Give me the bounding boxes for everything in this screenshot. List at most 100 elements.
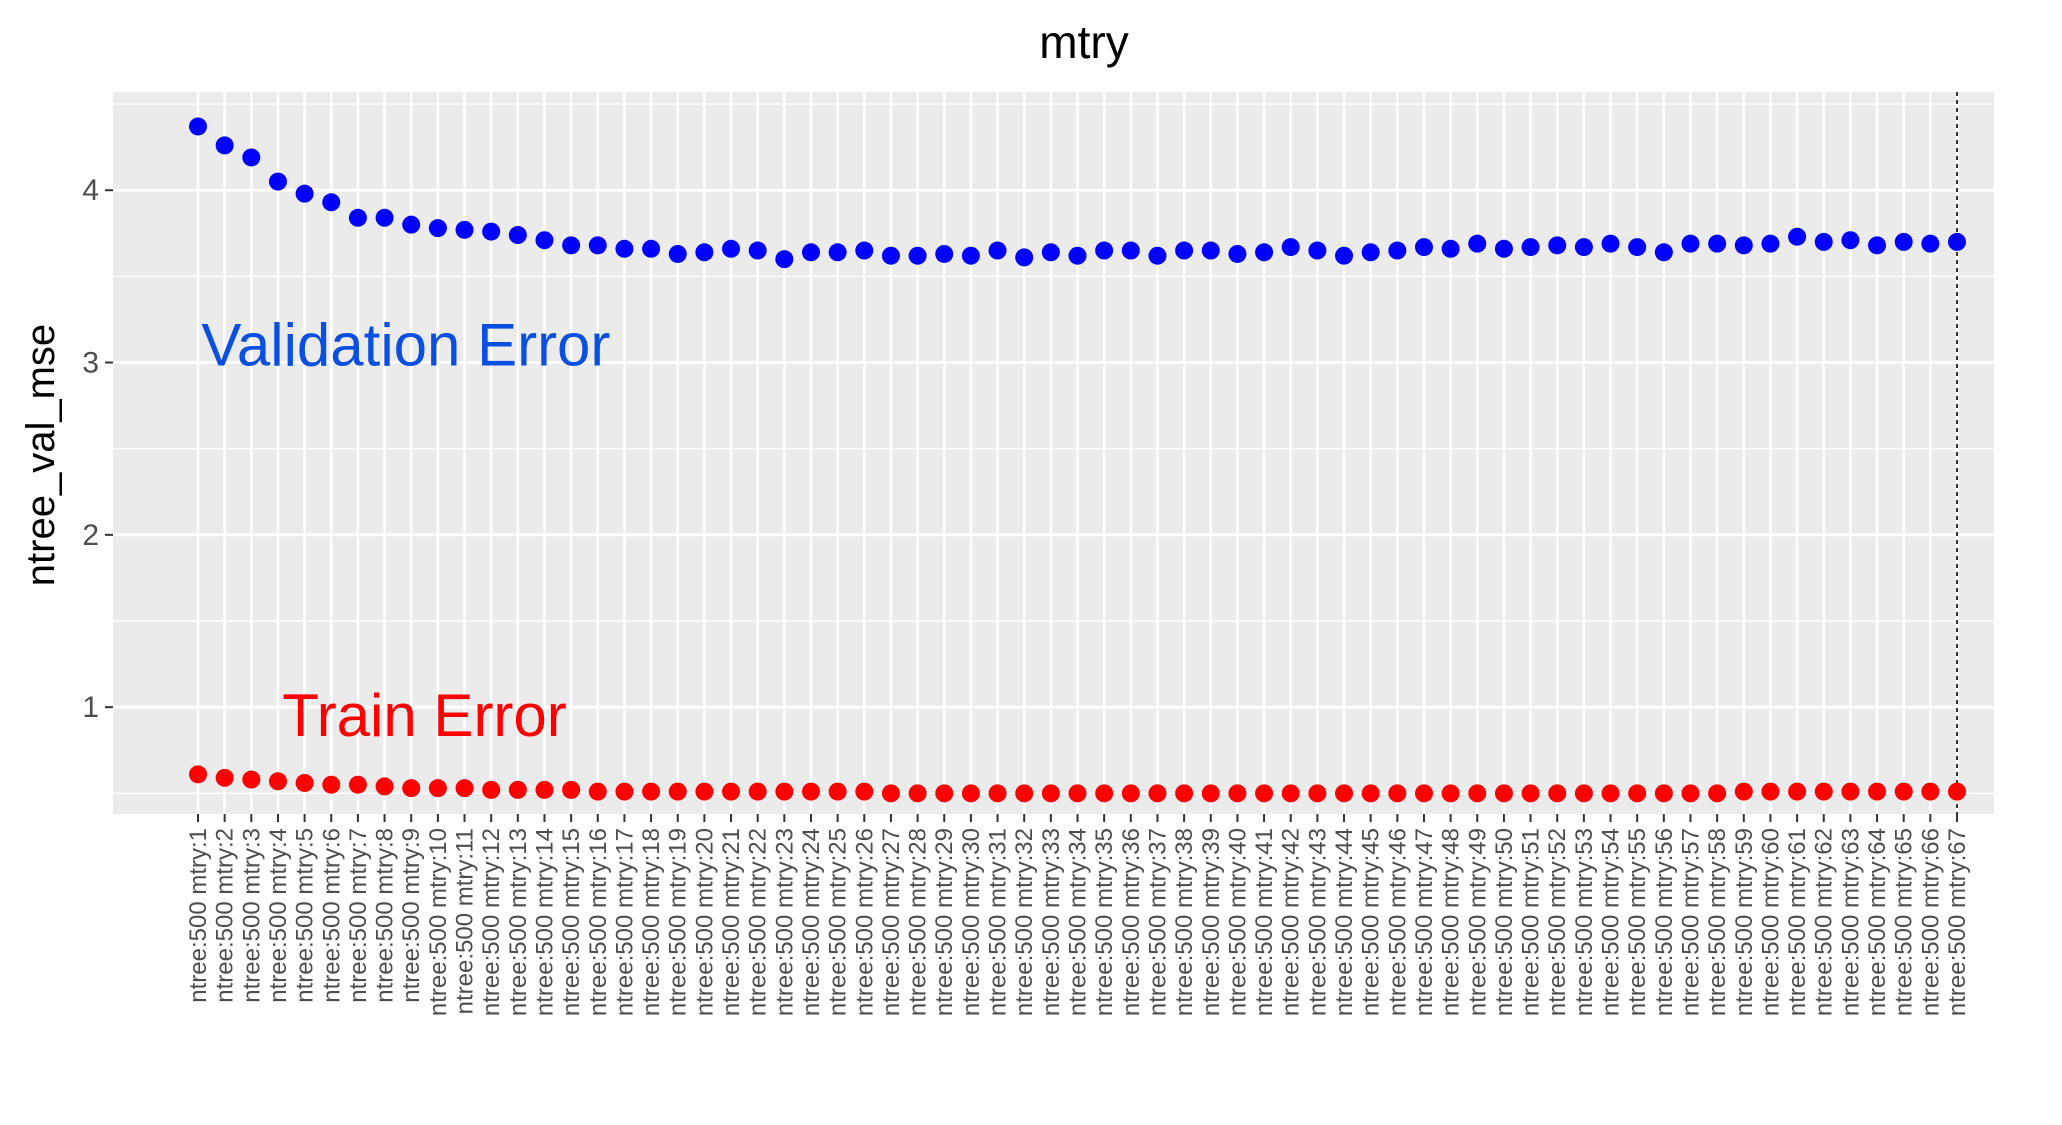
data-point (242, 770, 261, 789)
x-tick-label: ntree:500 mtry:46 (1384, 828, 1411, 1016)
x-tick-label: ntree:500 mtry:16 (585, 828, 612, 1016)
data-point (828, 782, 847, 801)
data-point (1788, 227, 1807, 246)
x-tick-label: ntree:500 mtry:47 (1411, 828, 1438, 1016)
data-point (1308, 241, 1327, 260)
data-point (1654, 243, 1673, 262)
data-point (1228, 784, 1247, 803)
x-tick-label: ntree:500 mtry:35 (1091, 828, 1118, 1016)
data-point (1095, 241, 1114, 260)
x-tick-label: ntree:500 mtry:18 (638, 828, 665, 1016)
data-point (828, 243, 847, 262)
x-tick-label: ntree:500 mtry:34 (1065, 828, 1092, 1016)
x-tick-label: ntree:500 mtry:37 (1144, 828, 1171, 1016)
data-point (348, 208, 367, 227)
x-tick-label: ntree:500 mtry:1 (185, 828, 212, 1003)
data-point (961, 784, 980, 803)
x-tick-label: ntree:500 mtry:4 (265, 828, 292, 1003)
data-point (1201, 241, 1220, 260)
data-point (1148, 784, 1167, 803)
data-point (1468, 784, 1487, 803)
data-point (1441, 239, 1460, 258)
data-point (988, 784, 1007, 803)
data-point (1335, 784, 1354, 803)
x-tick-label: ntree:500 mtry:8 (372, 828, 399, 1003)
data-point (1814, 232, 1833, 251)
data-point (1175, 784, 1194, 803)
data-point (1548, 236, 1567, 255)
x-tick-label: ntree:500 mtry:23 (771, 828, 798, 1016)
data-point (1868, 782, 1887, 801)
data-point (1734, 236, 1753, 255)
x-tick-label: ntree:500 mtry:64 (1864, 828, 1891, 1016)
x-tick-label: ntree:500 mtry:52 (1544, 828, 1571, 1016)
x-tick-label: ntree:500 mtry:45 (1358, 828, 1385, 1016)
x-tick-label: ntree:500 mtry:7 (345, 828, 372, 1003)
x-tick-label: ntree:500 mtry:41 (1251, 828, 1278, 1016)
data-point (268, 172, 287, 191)
data-point (1948, 232, 1966, 251)
data-point (801, 782, 820, 801)
data-point (1574, 238, 1593, 257)
data-point (348, 775, 367, 794)
data-point (1414, 784, 1433, 803)
x-tick-label: ntree:500 mtry:61 (1784, 828, 1811, 1016)
data-point (722, 239, 741, 258)
data-point (1308, 784, 1327, 803)
data-point (1521, 784, 1540, 803)
data-point (801, 243, 820, 262)
data-point (961, 246, 980, 265)
data-point (535, 231, 554, 250)
data-point (322, 193, 341, 212)
x-tick-label: ntree:500 mtry:6 (318, 828, 345, 1003)
data-point (1175, 241, 1194, 260)
data-point (375, 208, 394, 227)
series-layer (189, 117, 1966, 803)
x-tick-label: ntree:500 mtry:33 (1038, 828, 1065, 1016)
data-point (1281, 238, 1300, 257)
data-point (455, 220, 474, 239)
x-tick-label: ntree:500 mtry:28 (905, 828, 932, 1016)
x-tick-label: ntree:500 mtry:31 (985, 828, 1012, 1016)
x-tick-label: ntree:500 mtry:27 (878, 828, 905, 1016)
x-tick-label: ntree:500 mtry:9 (398, 828, 425, 1003)
chart-title: mtry (1039, 16, 1128, 68)
x-tick-label: ntree:500 mtry:43 (1304, 828, 1331, 1016)
x-tick-label: ntree:500 mtry:53 (1571, 828, 1598, 1016)
data-point (908, 246, 927, 265)
data-point (642, 782, 661, 801)
data-point (855, 782, 874, 801)
x-tick-label: ntree:500 mtry:15 (558, 828, 585, 1016)
x-tick-label: ntree:500 mtry:11 (452, 828, 479, 1014)
data-point (1708, 784, 1727, 803)
data-point (1201, 784, 1220, 803)
x-tick-label: ntree:500 mtry:22 (745, 828, 772, 1016)
data-point (535, 780, 554, 799)
data-point (1388, 241, 1407, 260)
data-point (1681, 784, 1700, 803)
data-point (1441, 784, 1460, 803)
x-tick-label: ntree:500 mtry:55 (1624, 828, 1651, 1016)
y-tick-label: 4 (82, 174, 99, 207)
x-tick-label: ntree:500 mtry:2 (212, 828, 239, 1003)
data-point (1414, 238, 1433, 257)
x-tick-label: ntree:500 mtry:50 (1491, 828, 1518, 1016)
x-tick-label: ntree:500 mtry:26 (851, 828, 878, 1016)
data-point (1361, 784, 1380, 803)
data-point (935, 784, 954, 803)
data-point (1068, 246, 1087, 265)
data-point (428, 219, 447, 238)
data-point (268, 772, 287, 791)
x-tick-label: ntree:500 mtry:20 (691, 828, 718, 1016)
x-tick-label: ntree:500 mtry:51 (1518, 828, 1545, 1016)
y-axis-label: ntree_val_mse (19, 324, 63, 586)
data-point (1654, 784, 1673, 803)
data-point (189, 765, 207, 784)
data-point (855, 241, 874, 260)
data-point (1148, 246, 1167, 265)
y-tick-label: 3 (82, 347, 99, 380)
x-tick-label: ntree:500 mtry:58 (1704, 828, 1731, 1016)
data-point (1761, 234, 1780, 253)
x-tick-label: ntree:500 mtry:39 (1198, 828, 1225, 1016)
data-point (935, 244, 954, 263)
